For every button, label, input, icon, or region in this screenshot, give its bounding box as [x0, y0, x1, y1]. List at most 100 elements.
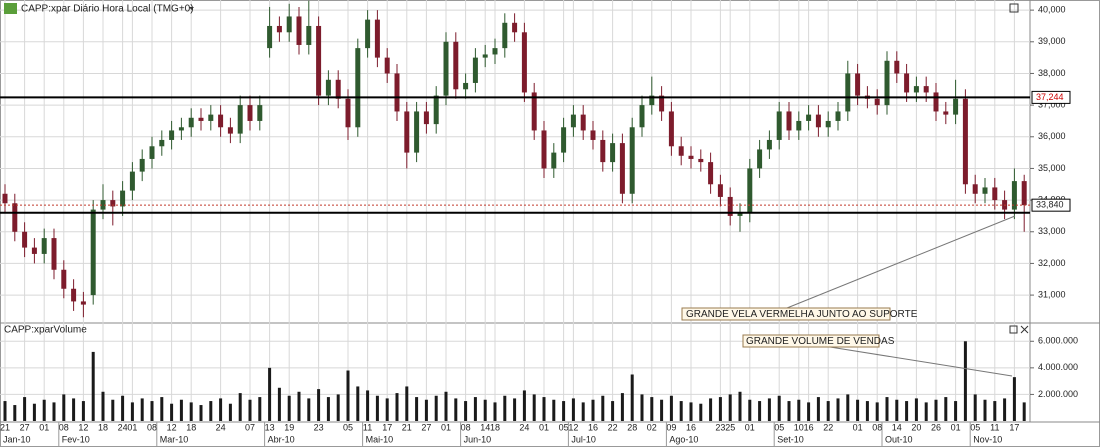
- volume-bar: [434, 395, 438, 421]
- volume-bar: [875, 402, 879, 421]
- x-tick-label: 20: [911, 422, 921, 432]
- volume-bar: [983, 399, 987, 421]
- candle-body: [541, 130, 547, 169]
- x-tick-label: 25: [725, 422, 735, 432]
- volume-bar: [738, 391, 742, 421]
- candle-body: [551, 152, 557, 169]
- candle-body: [502, 22, 508, 49]
- month-label: Jun-10: [464, 434, 492, 444]
- volume-bar: [23, 397, 27, 421]
- volume-bar: [758, 401, 762, 421]
- volume-bar: [748, 399, 752, 421]
- dropdown-arrow[interactable]: [189, 7, 194, 10]
- volume-bar: [571, 398, 575, 421]
- candle-body: [913, 86, 919, 93]
- volume-bar: [13, 405, 17, 421]
- candle-body: [139, 158, 145, 172]
- candle-body: [561, 127, 567, 153]
- candle-body: [178, 127, 184, 131]
- volume-bar: [464, 401, 468, 421]
- volume-bar: [513, 398, 517, 421]
- level-label-box: [1031, 90, 1071, 104]
- volume-bar: [209, 401, 213, 421]
- x-tick-label: 08: [872, 422, 882, 432]
- candle-body: [100, 200, 106, 210]
- volume-bar: [944, 397, 948, 421]
- maximize-button[interactable]: [1009, 325, 1018, 334]
- x-tick-label: 12: [167, 422, 177, 432]
- volume-bar: [111, 399, 115, 421]
- month-label: Jul-10: [571, 434, 596, 444]
- volume-bar: [679, 401, 683, 421]
- maximize-button[interactable]: [1009, 3, 1019, 13]
- volume-bar: [934, 399, 938, 421]
- candle-body: [227, 127, 233, 134]
- volume-bar: [532, 394, 536, 421]
- volume-bar: [219, 398, 223, 421]
- volume-bar: [170, 403, 174, 421]
- candle-body: [982, 187, 988, 194]
- month-label: Out-10: [885, 434, 913, 444]
- volume-bar: [620, 393, 624, 421]
- volume-bar: [542, 397, 546, 421]
- month-label: Mai-10: [366, 434, 394, 444]
- x-tick-label: 02: [647, 422, 657, 432]
- y-tick-label: 40,000: [1038, 5, 1066, 15]
- candle-body: [492, 48, 498, 55]
- annotation-pointer: [829, 346, 1013, 377]
- volume-bar: [317, 389, 321, 421]
- candle-body: [668, 111, 674, 147]
- last-price-label: 33,840: [1036, 200, 1064, 210]
- x-tick-label: 01: [441, 422, 451, 432]
- volume-bar: [160, 397, 164, 421]
- month-label: Jan-10: [3, 434, 31, 444]
- volume-bar: [689, 402, 693, 421]
- x-tick-label: 22: [823, 422, 833, 432]
- x-tick-label: 18: [186, 422, 196, 432]
- candle-body: [482, 54, 488, 58]
- volume-bar: [640, 394, 644, 421]
- volume-bar: [228, 403, 232, 421]
- candle-body: [237, 105, 243, 134]
- symbol-icon[interactable]: [4, 3, 17, 14]
- volume-bar: [601, 395, 605, 421]
- volume-bar: [591, 399, 595, 421]
- x-tick-label: 13: [265, 422, 275, 432]
- candle-body: [80, 301, 86, 305]
- volume-bar: [81, 401, 85, 421]
- x-tick-label: 05: [343, 422, 353, 432]
- candle-body: [884, 60, 890, 106]
- x-tick-label: 01: [853, 422, 863, 432]
- x-tick-label: 17: [382, 422, 392, 432]
- x-tick-label: 01: [951, 422, 961, 432]
- x-tick-label: 23: [314, 422, 324, 432]
- candle-body: [590, 130, 596, 140]
- volume-bar: [287, 395, 291, 421]
- candle-body: [276, 25, 282, 33]
- candle-body: [580, 114, 586, 131]
- x-tick-label: 24: [118, 422, 128, 432]
- candle-body: [786, 111, 792, 131]
- candle-body: [374, 19, 380, 58]
- x-tick-label: 05: [774, 422, 784, 432]
- candle-body: [414, 111, 420, 153]
- candle-body: [649, 95, 655, 106]
- volume-bar: [797, 399, 801, 421]
- volume-bar: [366, 390, 370, 421]
- volume-bar: [297, 391, 301, 421]
- volume-bar: [699, 403, 703, 421]
- candle-body: [2, 193, 8, 204]
- candle-body: [159, 139, 165, 147]
- close-button[interactable]: [1020, 325, 1029, 334]
- volume-bar: [993, 401, 997, 421]
- volume-bar: [454, 398, 458, 421]
- level-label: 37,244: [1036, 92, 1064, 102]
- candle-body: [404, 111, 410, 153]
- volume-bar: [963, 341, 967, 421]
- candle-body: [31, 247, 37, 254]
- candle-body: [943, 111, 949, 115]
- volume-bar: [385, 398, 389, 421]
- volume-bar: [777, 395, 781, 421]
- volume-bar: [895, 399, 899, 421]
